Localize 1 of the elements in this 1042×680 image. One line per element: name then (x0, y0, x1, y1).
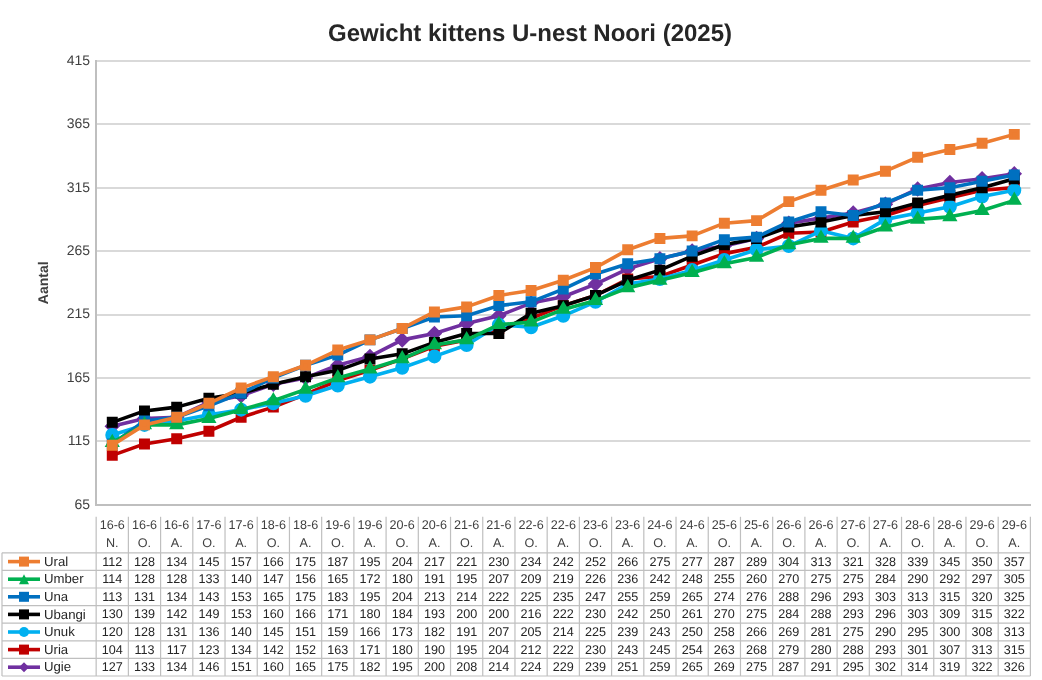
chart-title: Gewicht kittens U-nest Noori (2025) (327, 19, 733, 48)
